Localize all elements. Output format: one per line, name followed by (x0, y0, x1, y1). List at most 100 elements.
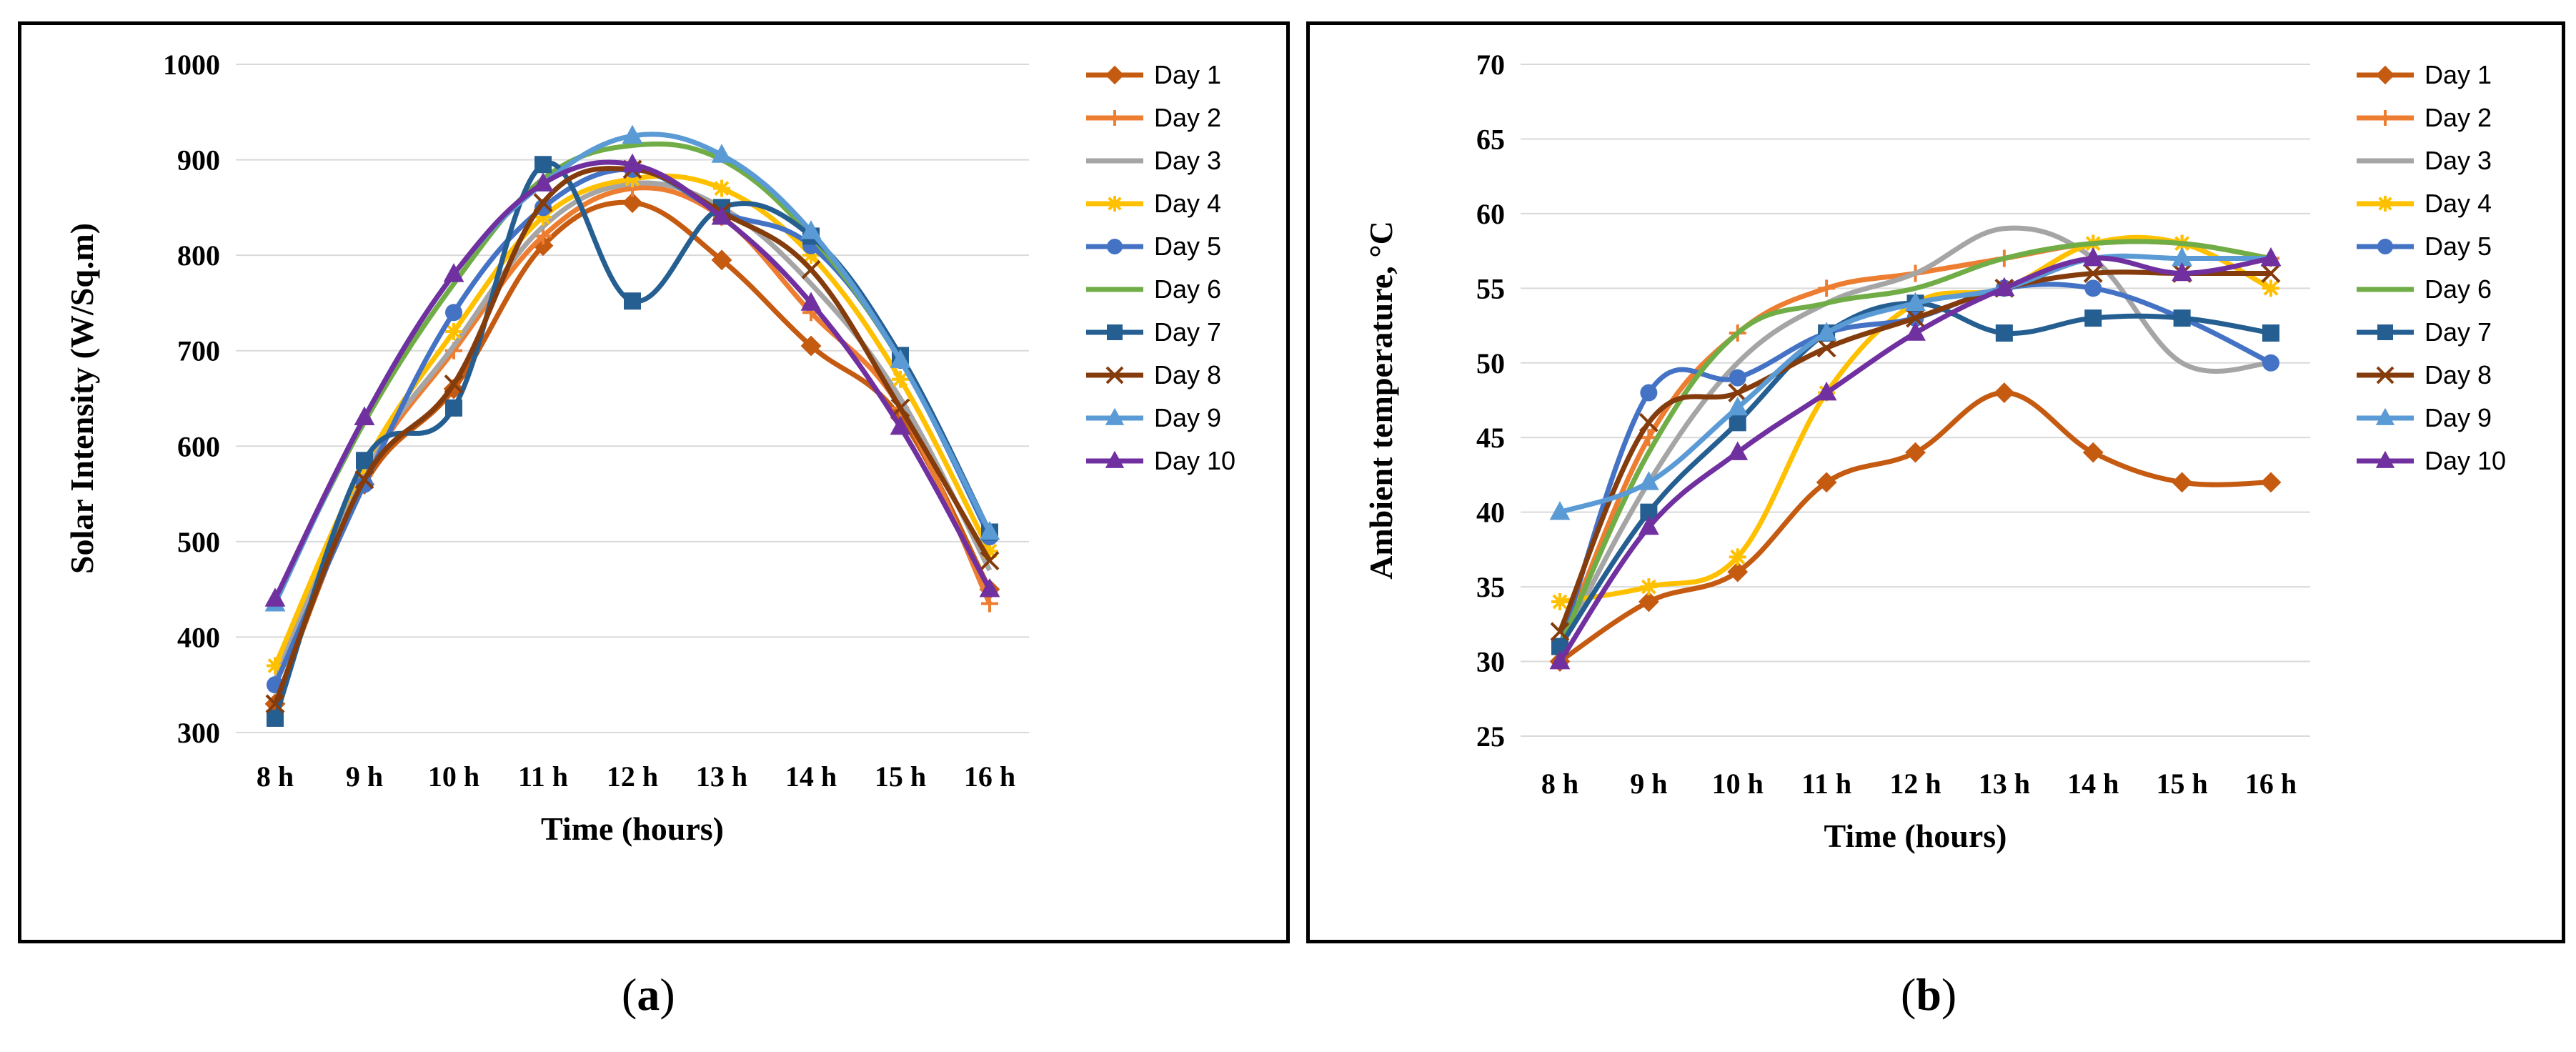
b-data-point (1727, 561, 1749, 582)
a-series-line (272, 173, 993, 667)
b-data-point (2260, 472, 2282, 493)
caption-a: (a) (622, 969, 675, 1020)
b-data-point (2084, 279, 2102, 297)
a-legend-marker (1107, 110, 1123, 126)
a-data-point (711, 206, 732, 225)
b-data-point (2262, 354, 2279, 372)
b-data-point (1816, 381, 1837, 401)
b-series-4 (1551, 234, 2279, 610)
b-data-point (1640, 384, 1658, 402)
b-y-tick-label: 70 (1476, 49, 1505, 81)
a-data-point (534, 227, 552, 245)
a-series-line (272, 160, 993, 720)
b-data-point (1906, 308, 1925, 328)
a-x-axis-title: Time (hours) (541, 810, 724, 847)
a-data-point (711, 249, 732, 271)
ambient-temperature-chart: 25 30 35 40 45 50 55 60 65 70 8 h 9 h 10 h 11 h 12 h 13… (1363, 49, 2506, 854)
b-data-point (2262, 324, 2279, 342)
a-data-point (980, 551, 1000, 570)
a-data-point (802, 247, 820, 264)
b-x-tick-label: 10 h (1712, 768, 1764, 800)
a-data-point (713, 179, 730, 197)
a-legend-label: Day 8 (1154, 360, 1221, 389)
b-data-point (1729, 548, 1746, 566)
b-y-tick-label: 55 (1476, 272, 1505, 304)
a-data-point (624, 170, 641, 188)
a-legend-label: Day 5 (1154, 232, 1221, 261)
a-data-point (354, 470, 374, 490)
b-y-tick-label: 40 (1476, 497, 1505, 529)
a-data-point (443, 263, 464, 282)
a-y-tick-label: 600 (177, 430, 220, 462)
b-x-tick-label: 11 h (1801, 768, 1851, 800)
a-legend-label: Day 2 (1154, 103, 1221, 132)
a-legend: Day 1 Day 2 Day 3 Day 4 Day 5 Day 6 Day 7 Day 8… (1086, 60, 1235, 475)
b-data-point (1816, 338, 1836, 358)
a-x-tick-label: 11 h (518, 760, 568, 793)
b-series-line (1558, 255, 2272, 663)
b-x-tick-label: 9 h (1630, 768, 1667, 800)
a-data-point (445, 304, 462, 322)
b-data-point (1995, 324, 2013, 342)
caption-a-letter: a (637, 969, 660, 1020)
a-y-tick-label: 400 (177, 621, 220, 653)
a-data-point (267, 709, 284, 727)
b-data-point (1638, 591, 1659, 612)
b-y-tick-label: 60 (1476, 198, 1505, 230)
b-data-point (1549, 650, 1571, 670)
a-data-point (892, 370, 909, 388)
a-data-point (981, 542, 998, 560)
b-data-point (1638, 412, 1659, 432)
a-data-point (624, 292, 641, 310)
b-x-tick-label: 12 h (1889, 768, 1941, 800)
a-x-tick-label: 10 h (428, 760, 479, 793)
b-data-point (1551, 593, 1568, 610)
a-y-tick-label: 700 (177, 335, 220, 367)
a-series-7 (267, 156, 998, 727)
a-y-tick-label: 900 (177, 144, 220, 177)
b-gridlines (1521, 64, 2310, 737)
b-data-point (1550, 622, 1570, 642)
b-legend-marker (2377, 110, 2393, 126)
a-data-point (532, 172, 554, 192)
b-legend-marker (2377, 196, 2393, 212)
a-legend-marker (1107, 239, 1123, 254)
a-data-point (534, 208, 552, 226)
a-series-5 (267, 160, 998, 694)
a-data-point (801, 259, 821, 279)
b-legend-marker (2377, 239, 2393, 254)
b-series-line (1559, 234, 2272, 605)
b-series-line (1558, 390, 2272, 664)
b-x-tick-label: 15 h (2157, 768, 2208, 800)
a-data-point (890, 349, 911, 368)
a-data-point (622, 192, 643, 214)
b-legend-marker (2375, 450, 2395, 468)
a-y-tick-label: 1000 (163, 49, 220, 81)
a-data-point (444, 374, 464, 394)
b-data-point (1640, 578, 1658, 596)
a-legend-marker (1105, 366, 1124, 384)
a-x-tick-label: 16 h (964, 760, 1015, 793)
a-series-2 (267, 179, 998, 694)
a-legend-marker (1107, 324, 1123, 340)
a-data-point (532, 235, 554, 257)
b-data-point (1994, 277, 2015, 297)
a-gridlines (236, 64, 1029, 733)
b-legend-marker (2375, 407, 2395, 425)
a-legend-label: Day 3 (1154, 146, 1221, 175)
b-x-tick-label: 13 h (1979, 768, 2030, 800)
a-data-point (800, 292, 822, 311)
a-data-point (622, 124, 643, 144)
b-x-tick-label: 8 h (1541, 768, 1578, 800)
b-data-point (2082, 247, 2104, 267)
b-y-tick-label: 50 (1476, 347, 1505, 379)
b-data-point (1729, 369, 1746, 387)
a-x-tick-label: 9 h (346, 760, 383, 793)
b-data-point (1905, 292, 1926, 312)
a-series-8 (265, 159, 1000, 714)
a-data-point (534, 156, 552, 174)
a-data-point (445, 399, 462, 417)
a-legend-label: Day 6 (1154, 274, 1221, 304)
chart-panel-b: 25 30 35 40 45 50 55 60 65 70 8 h 9 h 10 h 11 h 12 h 13… (1306, 21, 2565, 943)
a-y-tick-label: 800 (177, 239, 220, 272)
